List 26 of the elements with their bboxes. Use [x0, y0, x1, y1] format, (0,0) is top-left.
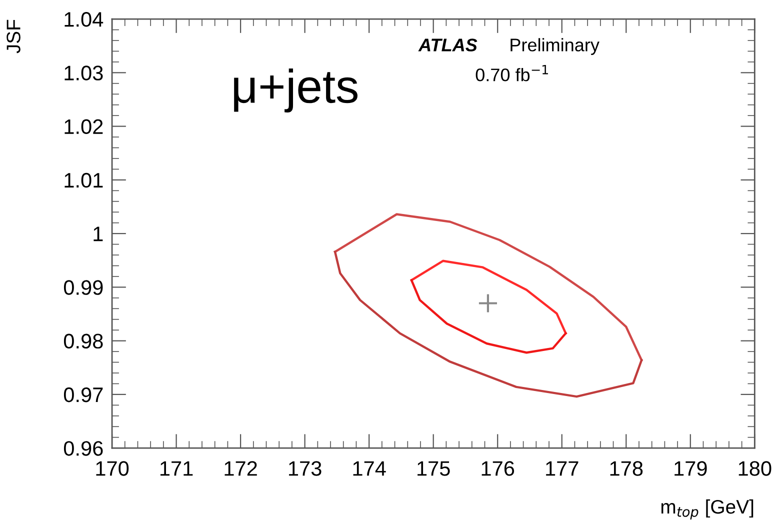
y-tick-label: 1.04: [64, 12, 104, 27]
y-tick-label: 0.98: [64, 334, 103, 349]
x-tick-label: 173: [289, 461, 322, 476]
x-tick-label: 176: [482, 461, 514, 476]
x-tick-label: 179: [674, 461, 707, 476]
x-axis-title: m$_{top}$ [GeV]: [661, 499, 754, 520]
x-tick-label: 180: [738, 461, 772, 476]
x-tick-label: 174: [353, 461, 386, 476]
x-tick-label: 170: [96, 461, 129, 476]
annotation: Preliminary: [510, 38, 600, 55]
y-tick-label: 1.01: [64, 172, 103, 188]
x-tick-label: 178: [610, 461, 643, 476]
x-tick-label: 177: [546, 461, 578, 476]
y-axis-title: JSF: [6, 20, 20, 54]
y-tick-label: 1.03: [64, 66, 103, 80]
x-tick-label: 172: [224, 461, 257, 476]
y-tick-label: 0.99: [64, 280, 103, 295]
x-tick-label: 171: [160, 461, 193, 476]
x-tick-label: 175: [418, 461, 450, 476]
y-tick-label: 1: [94, 226, 103, 242]
y-tick-label: 0.97: [64, 387, 103, 402]
y-tick-label: 0.96: [64, 441, 103, 456]
annotation: μ+jets: [234, 68, 358, 112]
annotation: ATLAS: [418, 38, 478, 52]
y-tick-label: 1.02: [64, 119, 103, 134]
annotation: 0.70 fb$^{−1}$: [476, 65, 548, 82]
